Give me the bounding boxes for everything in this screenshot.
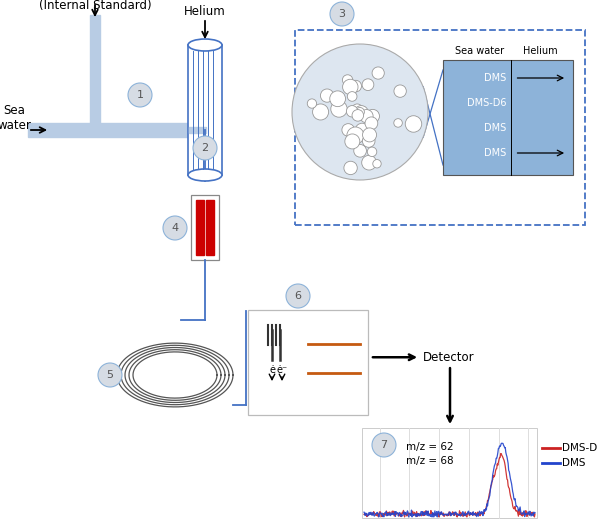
Text: 3: 3 xyxy=(338,9,346,19)
Circle shape xyxy=(345,134,360,149)
Circle shape xyxy=(98,363,122,387)
Ellipse shape xyxy=(188,39,222,51)
Bar xyxy=(362,428,537,518)
Circle shape xyxy=(292,44,428,180)
Circle shape xyxy=(405,116,421,132)
Text: 1: 1 xyxy=(137,90,143,100)
Text: 6: 6 xyxy=(294,291,301,301)
Circle shape xyxy=(344,161,357,174)
Circle shape xyxy=(350,107,361,117)
Circle shape xyxy=(352,110,364,121)
Text: DMS: DMS xyxy=(484,123,507,133)
Circle shape xyxy=(163,216,187,240)
Text: m/z = 62: m/z = 62 xyxy=(406,442,453,452)
Circle shape xyxy=(365,117,378,130)
Circle shape xyxy=(193,136,217,160)
FancyBboxPatch shape xyxy=(295,30,585,225)
Circle shape xyxy=(346,105,358,117)
Text: ė⁻: ė⁻ xyxy=(276,365,288,375)
Circle shape xyxy=(372,67,384,79)
Circle shape xyxy=(128,83,152,107)
Text: m/z = 68: m/z = 68 xyxy=(406,456,453,466)
Circle shape xyxy=(394,119,402,127)
Text: ė: ė xyxy=(269,365,275,375)
Text: Detector: Detector xyxy=(423,351,475,364)
Text: 4: 4 xyxy=(171,223,179,233)
Text: DMS: DMS xyxy=(562,458,586,468)
Circle shape xyxy=(360,110,373,123)
Circle shape xyxy=(362,128,377,142)
Text: (Internal Standard): (Internal Standard) xyxy=(39,0,151,12)
Text: DMS-D6: DMS-D6 xyxy=(562,443,597,453)
Circle shape xyxy=(362,79,374,91)
Circle shape xyxy=(362,135,375,147)
Circle shape xyxy=(330,2,354,26)
Circle shape xyxy=(347,127,364,144)
Circle shape xyxy=(331,101,347,117)
Circle shape xyxy=(355,123,369,137)
Text: 5: 5 xyxy=(106,370,113,380)
Text: Sea water: Sea water xyxy=(455,46,504,56)
Circle shape xyxy=(347,92,357,101)
Text: Helium: Helium xyxy=(523,46,558,56)
Text: 2: 2 xyxy=(201,143,208,153)
Bar xyxy=(188,45,222,175)
Text: DMS: DMS xyxy=(484,73,507,83)
Bar xyxy=(196,200,204,255)
Circle shape xyxy=(354,145,367,157)
Circle shape xyxy=(394,85,407,98)
Circle shape xyxy=(342,123,355,136)
Bar xyxy=(90,15,100,130)
Circle shape xyxy=(313,104,328,120)
Text: DMS: DMS xyxy=(484,148,507,158)
Circle shape xyxy=(373,160,381,168)
Circle shape xyxy=(362,155,377,170)
Circle shape xyxy=(330,91,346,107)
Bar xyxy=(28,123,206,137)
Text: 7: 7 xyxy=(380,440,387,450)
Circle shape xyxy=(321,89,334,102)
Circle shape xyxy=(350,81,362,92)
Text: Helium: Helium xyxy=(184,5,226,18)
Circle shape xyxy=(286,284,310,308)
Circle shape xyxy=(364,112,377,125)
Text: DMS-D6: DMS-D6 xyxy=(467,98,507,108)
Text: Sea
water: Sea water xyxy=(0,104,31,132)
Circle shape xyxy=(354,105,368,120)
Circle shape xyxy=(352,104,362,115)
Circle shape xyxy=(307,99,316,108)
Bar xyxy=(443,60,573,175)
Circle shape xyxy=(355,108,364,117)
Bar xyxy=(189,127,206,133)
Circle shape xyxy=(343,75,353,85)
Ellipse shape xyxy=(188,169,222,181)
Circle shape xyxy=(343,80,358,95)
Bar xyxy=(191,195,219,260)
Bar xyxy=(206,200,214,255)
Circle shape xyxy=(372,433,396,457)
Bar xyxy=(248,310,368,415)
Circle shape xyxy=(367,147,377,156)
Circle shape xyxy=(366,109,380,123)
